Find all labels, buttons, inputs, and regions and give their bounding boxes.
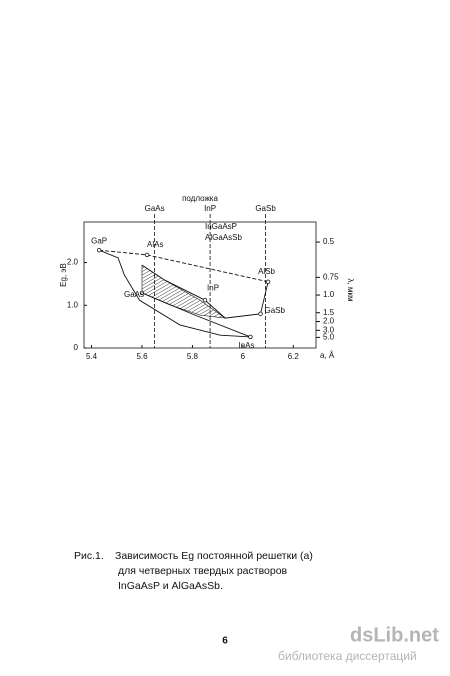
compound-label: AlSb [258,267,275,276]
y2-tick-label: 2.0 [323,317,335,326]
y2-tick-label: 5.0 [323,333,335,342]
boundary-line [99,249,269,283]
compound-label: GaSb [265,306,286,315]
plot-frame [83,221,317,349]
compound-label: InP [207,283,219,292]
substrate-label: GaAs [145,204,165,213]
y-tick-label: 1.0 [67,300,79,309]
compound-point [258,311,263,317]
y2-tick-label: 1.0 [323,290,335,299]
compound-point [265,279,271,284]
watermark-site: dsLib.net [350,624,439,646]
compound-point [202,297,208,303]
caption-line: для четверных твердых растворов [118,565,288,577]
y2-tick-label: 0.5 [323,237,335,246]
x-tick-label: 5.4 [86,352,98,361]
boundary-line [98,249,251,338]
x-tick-label: 5.6 [136,352,148,361]
compound-label: InAs [238,341,254,350]
caption-line: InGaAsP и AlGaAsSb. [118,580,223,592]
annotation: AlGaAsSb [205,233,242,242]
y-tick-label: 2.0 [67,258,79,267]
y2-axis-label: λ, мкм [346,279,355,302]
boundary-line [260,281,269,314]
substrate-label: GaSb [255,204,276,213]
boundary-line [141,292,251,338]
watermark-subtitle: библиотека диссертаций [278,649,417,663]
substrate-label: InP [204,204,216,213]
compound-label: GaP [91,236,107,245]
y-axis-label: Eg, эВ [59,263,68,287]
compound-label: GaAs [124,290,144,299]
y-tick-label: 0 [74,343,79,352]
chart-title: подложка [182,194,218,203]
compound-point [144,252,150,258]
x-axis-label: a, Å [320,351,335,360]
x-tick-label: 5.8 [187,352,199,361]
x-tick-label: 6.2 [288,352,300,361]
caption-label: Рис.1. [74,550,104,562]
compound-point [248,334,253,340]
x-tick-label: 6 [241,352,246,361]
page-number: 6 [222,636,228,647]
y2-tick-label: 3.0 [323,325,335,334]
compound-point [139,290,145,296]
annotation: InGaAsP [205,222,237,231]
compound-label: AlAs [147,240,163,249]
caption-line: Зависимость Eg постоянной решетки (а) [115,550,313,562]
y2-tick-label: 1.5 [323,308,335,317]
y2-tick-label: 0.75 [323,272,339,281]
compound-point [96,247,102,253]
